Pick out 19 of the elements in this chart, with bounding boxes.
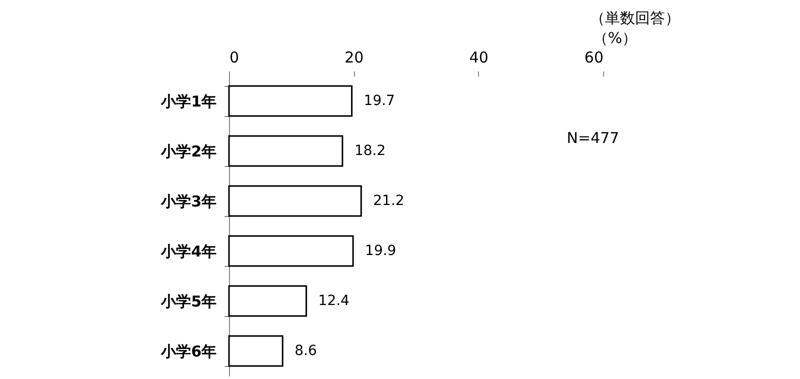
text: （単数回答） [590, 9, 680, 27]
data-label: 19.9 [365, 243, 396, 259]
data-label: 12.4 [318, 293, 350, 309]
y-tick-label: 小学1年 [160, 92, 216, 110]
y-tick-label: 小学3年 [160, 192, 216, 210]
y-tick-label: 小学6年 [160, 342, 216, 360]
x-tick-label: 40 [469, 48, 488, 66]
x-tick-label: 20 [344, 48, 364, 66]
x-axis-title: （%） [592, 29, 638, 47]
data-label: 19.7 [364, 93, 395, 109]
data-label: 18.2 [354, 143, 386, 159]
x-tick-label: 60 [584, 48, 604, 66]
y-tick-label: 小学2年 [160, 142, 216, 160]
data-label: 8.6 [294, 343, 317, 359]
x-tick-label: 0 [230, 48, 240, 66]
annotation: N=477 [566, 129, 620, 147]
data-label: 21.2 [373, 193, 404, 209]
y-tick-label: 小学4年 [160, 242, 216, 260]
y-tick-label: 小学5年 [160, 292, 216, 310]
